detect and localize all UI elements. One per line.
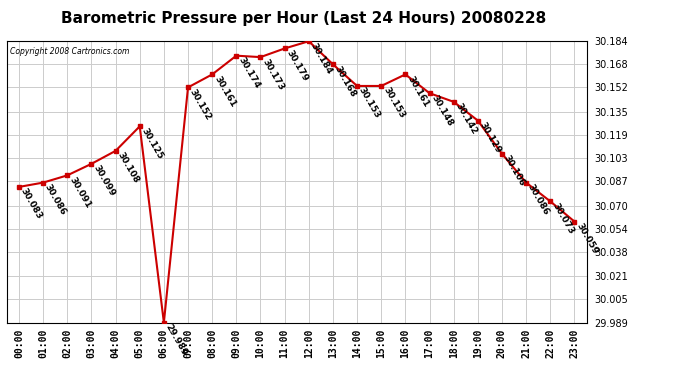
Text: 30.129: 30.129 — [477, 121, 503, 155]
Text: 30.153: 30.153 — [381, 86, 406, 120]
Text: 30.142: 30.142 — [454, 102, 479, 136]
Text: 30.161: 30.161 — [406, 74, 431, 109]
Text: 30.152: 30.152 — [188, 87, 213, 122]
Text: 30.086: 30.086 — [526, 183, 551, 217]
Text: 30.174: 30.174 — [236, 56, 262, 90]
Text: 30.059: 30.059 — [574, 222, 600, 256]
Text: 30.173: 30.173 — [261, 57, 286, 92]
Text: 30.168: 30.168 — [333, 64, 358, 99]
Text: 30.083: 30.083 — [19, 187, 44, 221]
Text: 30.091: 30.091 — [68, 176, 92, 210]
Text: 30.148: 30.148 — [429, 93, 455, 128]
Text: 30.153: 30.153 — [357, 86, 382, 120]
Text: 30.086: 30.086 — [43, 183, 68, 217]
Text: 30.099: 30.099 — [91, 164, 117, 198]
Text: 30.108: 30.108 — [115, 151, 141, 185]
Text: Copyright 2008 Cartronics.com: Copyright 2008 Cartronics.com — [10, 47, 129, 56]
Text: 29.989: 29.989 — [164, 322, 189, 357]
Text: 30.106: 30.106 — [502, 154, 527, 188]
Text: 30.161: 30.161 — [213, 74, 237, 109]
Text: 30.184: 30.184 — [308, 41, 334, 76]
Text: Barometric Pressure per Hour (Last 24 Hours) 20080228: Barometric Pressure per Hour (Last 24 Ho… — [61, 11, 546, 26]
Text: 30.073: 30.073 — [551, 201, 575, 236]
Text: 30.125: 30.125 — [139, 126, 165, 161]
Text: 30.179: 30.179 — [284, 48, 310, 83]
